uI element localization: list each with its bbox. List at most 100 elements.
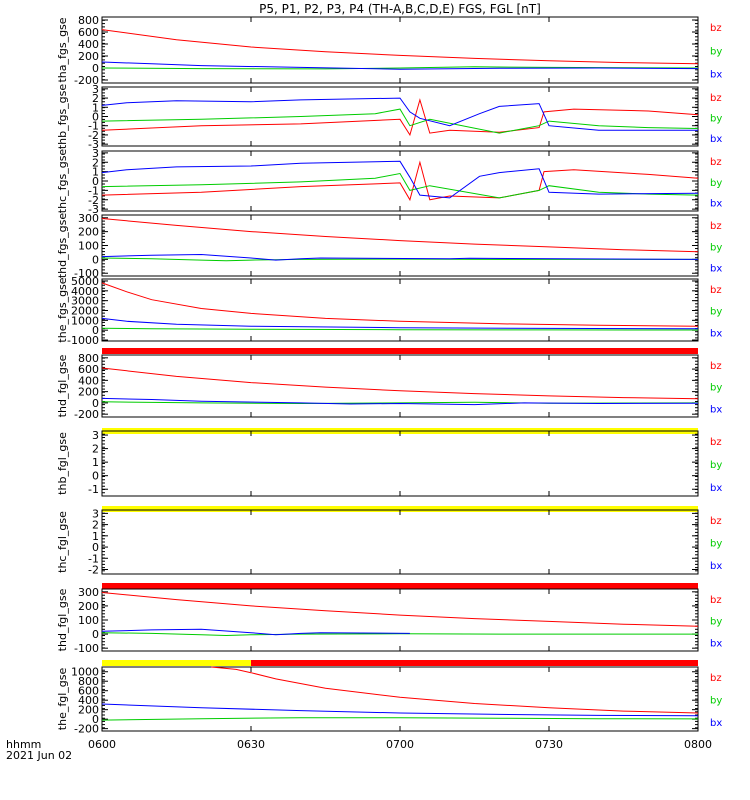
- y-tick-label: -3: [88, 203, 99, 216]
- y-tick-label: 200: [78, 226, 99, 239]
- y-tick-label: -3: [88, 138, 99, 151]
- series-bz: [101, 592, 699, 627]
- legend-by: by: [710, 307, 722, 318]
- status-bar-red: [102, 348, 698, 354]
- status-bar-yellow: [102, 506, 698, 512]
- y-tick-label: 2: [92, 156, 99, 169]
- y-tick-label: 0: [92, 175, 99, 188]
- y-tick-label: 200: [78, 50, 99, 63]
- y-tick-label: 4000: [71, 285, 99, 298]
- series-bz: [101, 218, 699, 253]
- y-tick-label: 0: [92, 253, 99, 266]
- y-tick-label: 3: [92, 507, 99, 520]
- series-by: [101, 108, 699, 134]
- y-axis-label: thd_fgl_gse: [56, 588, 69, 651]
- y-tick-label: 1000: [71, 314, 99, 327]
- panel-frame: [101, 16, 699, 84]
- y-tick-label: 3: [92, 83, 99, 96]
- legend-bx: bx: [710, 718, 722, 729]
- legend-bz: bz: [710, 93, 722, 104]
- y-tick-label: -200: [74, 408, 99, 421]
- y-axis-label: thc_fgs_gse: [56, 149, 69, 214]
- panel-frame: [101, 588, 699, 652]
- y-tick-label: 1: [92, 456, 99, 469]
- y-axis-label: thd_fgl_gse: [56, 354, 69, 417]
- y-tick-label: 600: [78, 363, 99, 376]
- legend-bz: bz: [710, 595, 722, 606]
- y-tick-label: 2: [92, 92, 99, 105]
- y-tick-label: -2: [88, 129, 99, 142]
- legend-by: by: [710, 113, 722, 124]
- legend-bx: bx: [710, 638, 722, 649]
- y-tick-label: 200: [78, 600, 99, 613]
- legend-by: by: [710, 460, 722, 471]
- legend-bz: bz: [710, 285, 722, 296]
- date-label: 2021 Jun 02: [6, 749, 72, 762]
- series-bz: [211, 666, 699, 714]
- panel-frame: [101, 150, 699, 212]
- legend-bz: bz: [710, 673, 722, 684]
- y-tick-label: 0: [92, 470, 99, 483]
- y-tick-label: 400: [78, 694, 99, 707]
- y-tick-label: 1000: [71, 666, 99, 679]
- y-tick-label: 0: [92, 62, 99, 75]
- y-tick-label: 0: [92, 397, 99, 410]
- series-bx: [101, 397, 699, 406]
- legend-bx: bx: [710, 404, 722, 415]
- legend-bz: bz: [710, 23, 722, 34]
- legend-by: by: [710, 539, 722, 550]
- panel-frame: [101, 278, 699, 342]
- y-tick-label: 1: [92, 101, 99, 114]
- x-axis-label: hhmm: [6, 738, 41, 751]
- y-tick-label: 200: [78, 386, 99, 399]
- series-bz: [101, 98, 699, 137]
- y-tick-label: 0: [92, 541, 99, 554]
- y-tick-label: 600: [78, 26, 99, 39]
- y-tick-label: 800: [78, 14, 99, 27]
- y-tick-label: -100: [74, 267, 99, 280]
- y-tick-label: 400: [78, 38, 99, 51]
- y-axis-label: tha_fgs_gse: [56, 17, 69, 82]
- legend-bx: bx: [710, 264, 722, 275]
- y-tick-label: 800: [78, 352, 99, 365]
- panel-frame: [101, 86, 699, 147]
- y-tick-label: 3: [92, 147, 99, 160]
- legend-bz: bz: [710, 516, 722, 527]
- series-by: [101, 717, 699, 721]
- y-axis-label: thd_fgs_gse: [56, 213, 69, 279]
- y-tick-label: 0: [92, 713, 99, 726]
- series-bx: [101, 61, 699, 70]
- y-tick-label: 2: [92, 519, 99, 532]
- legend-bx: bx: [710, 328, 722, 339]
- legend-bx: bx: [710, 561, 722, 572]
- legend-bx: bx: [710, 199, 722, 210]
- panel-frame: [101, 509, 699, 575]
- y-tick-label: 0: [92, 111, 99, 124]
- series-bx: [101, 628, 410, 636]
- y-tick-label: -2: [88, 194, 99, 207]
- panel-frame: [101, 430, 699, 497]
- x-tick-label: 0630: [237, 738, 265, 751]
- y-tick-label: -1: [88, 120, 99, 133]
- legend-bx: bx: [710, 70, 722, 81]
- series-by: [101, 66, 699, 70]
- series-by: [101, 632, 698, 637]
- series-bz: [101, 29, 699, 65]
- y-tick-label: 0: [92, 324, 99, 337]
- legend-by: by: [710, 617, 722, 628]
- y-tick-label: 1: [92, 166, 99, 179]
- legend-bx: bx: [710, 483, 722, 494]
- y-tick-label: 5000: [71, 275, 99, 288]
- panel-frame: [101, 354, 699, 418]
